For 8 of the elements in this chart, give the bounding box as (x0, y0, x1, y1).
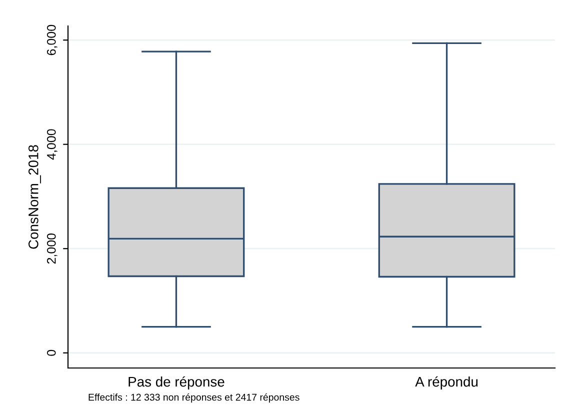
text: Effectifs : 12 333 non réponses et 2417 réponses (88, 393, 300, 403)
y-tick-label: 2,000 (46, 233, 58, 264)
y-tick-label: 6,000 (46, 24, 58, 56)
y-tick-label: 4,000 (46, 129, 58, 160)
x-tick-label: Pas de réponse (128, 376, 224, 390)
x-tick-label: A répondu (415, 376, 478, 390)
y-axis-title: ConsNorm_2018 (28, 145, 41, 249)
y-tick-label: 0 (46, 350, 56, 356)
